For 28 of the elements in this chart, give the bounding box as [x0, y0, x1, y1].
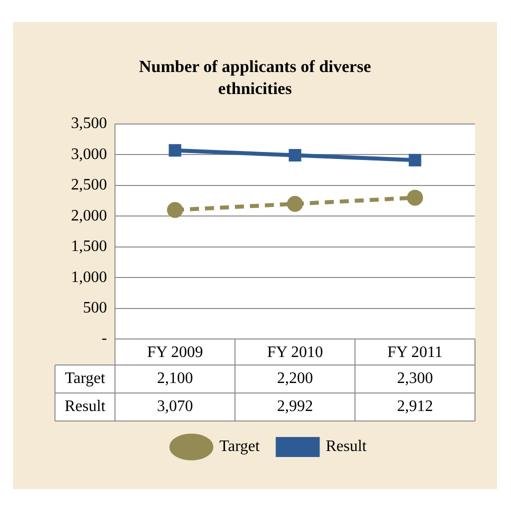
- text: 2,300: [397, 370, 433, 388]
- y-tick-label: 2,500: [71, 176, 107, 194]
- point: [288, 148, 302, 162]
- x-tick-label: FY 2010: [267, 344, 323, 361]
- y-tick-label: 3,000: [71, 146, 107, 163]
- text: 2,912: [397, 398, 433, 416]
- y-tick-label: 1,500: [71, 238, 107, 256]
- point: [287, 196, 303, 212]
- text: 3,070: [157, 398, 193, 416]
- point: [168, 144, 182, 157]
- text: 2,100: [157, 370, 193, 388]
- chart-title: Number of applicants of diverse ethnicities: [138, 56, 372, 100]
- legend-label: Target: [219, 438, 260, 456]
- text: 2,992: [277, 398, 313, 416]
- legend-label: Result: [326, 438, 368, 456]
- y-tick-label: 2,000: [71, 207, 107, 224]
- point: [167, 202, 183, 218]
- point: [408, 154, 422, 166]
- point: [407, 190, 423, 206]
- x-tick-label: FY 2009: [147, 344, 203, 361]
- y-tick-label: 1,000: [71, 268, 107, 286]
- text: Target: [64, 370, 106, 388]
- text: Result: [64, 398, 106, 416]
- y-tick-label: 500: [83, 299, 107, 316]
- text: 2,200: [277, 370, 313, 388]
- y-tick-label: 3,500: [71, 115, 107, 132]
- x-tick-label: FY 2011: [387, 344, 443, 361]
- y-tick-label: -: [102, 330, 107, 348]
